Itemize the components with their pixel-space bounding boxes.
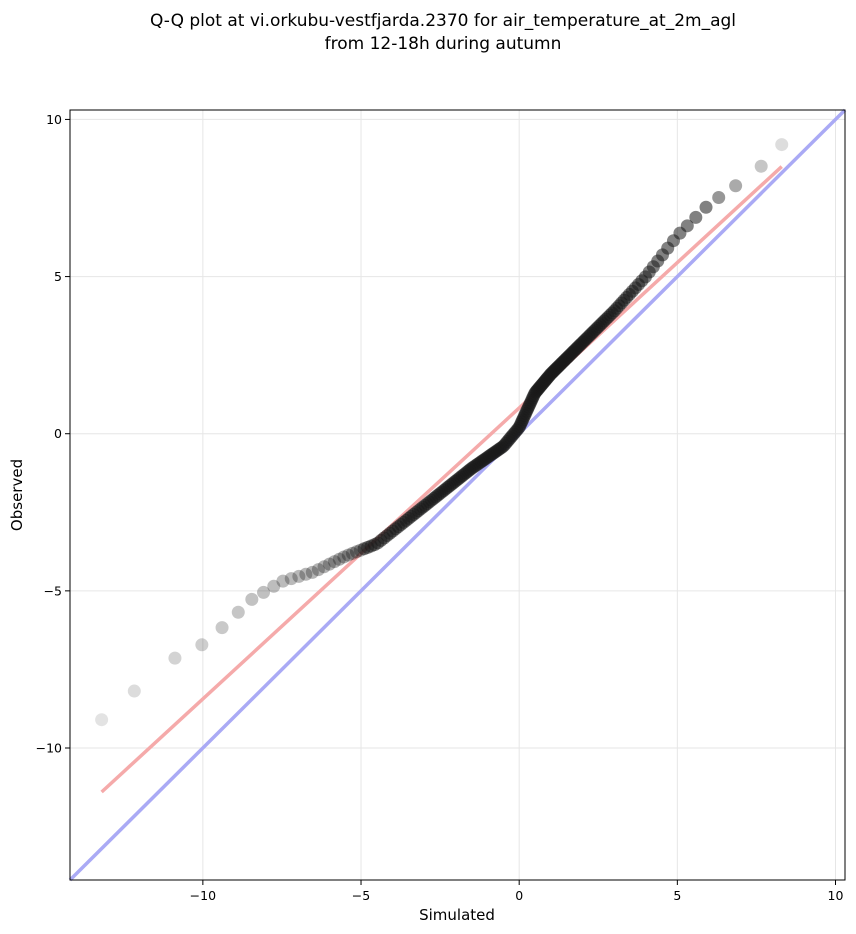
quantile-point [195,638,209,652]
quantile-point [284,572,298,586]
y-axis-label: Observed [8,459,26,531]
quantile-point [699,200,713,214]
quantile-point [327,555,341,569]
quantile-point [95,713,109,727]
quantile-point [775,138,789,152]
y-axis-ticks: −10 −5 0 5 10 [36,112,70,756]
x-tick-label: 5 [673,888,681,903]
identity-line [68,108,847,882]
quantile-point [341,548,355,562]
chart-title-line1: Q-Q plot at vi.orkubu-vestfjarda.2370 fo… [149,11,737,31]
quantile-point [215,621,229,635]
x-tick-label: 0 [515,888,523,903]
quantile-point [231,605,245,619]
quantile-point [299,567,313,581]
quantile-point [332,552,346,566]
x-tick-label: −10 [190,888,216,903]
quantile-point [322,557,336,571]
reference-lines [68,108,847,882]
quantile-point [689,210,703,224]
quantile-point [680,219,694,233]
quantile-point [257,585,271,599]
quantile-point [127,684,141,698]
grid-lines [70,110,845,880]
quantile-point [168,651,182,665]
chart-title: Q-Q plot at vi.orkubu-vestfjarda.2370 fo… [0,10,856,56]
fit-line [100,165,783,794]
quantile-point [311,563,325,577]
quantile-point [276,574,290,588]
x-axis-ticks: −10 −5 0 5 10 [190,880,844,903]
quantile-point [712,191,726,205]
x-tick-label: 10 [828,888,844,903]
quantile-point [337,550,351,564]
y-tick-label: 5 [54,269,62,284]
quantile-point [754,159,768,173]
y-tick-label: −5 [44,583,62,598]
x-axis-label: Simulated [419,906,495,924]
y-tick-label: −10 [36,741,62,756]
chart-title-line2: from 12-18h during autumn [324,34,562,54]
quantile-point [292,569,306,583]
y-tick-label: 0 [54,426,62,441]
quantile-point [317,560,331,574]
y-tick-label: 10 [46,112,62,127]
quantile-point [245,592,259,606]
quantile-point [729,179,743,193]
quantile-points [95,138,789,727]
quantile-point [267,579,281,593]
quantile-point [345,546,359,560]
x-tick-label: −5 [352,888,370,903]
plot-frame [69,109,846,881]
quantile-point [305,565,319,579]
